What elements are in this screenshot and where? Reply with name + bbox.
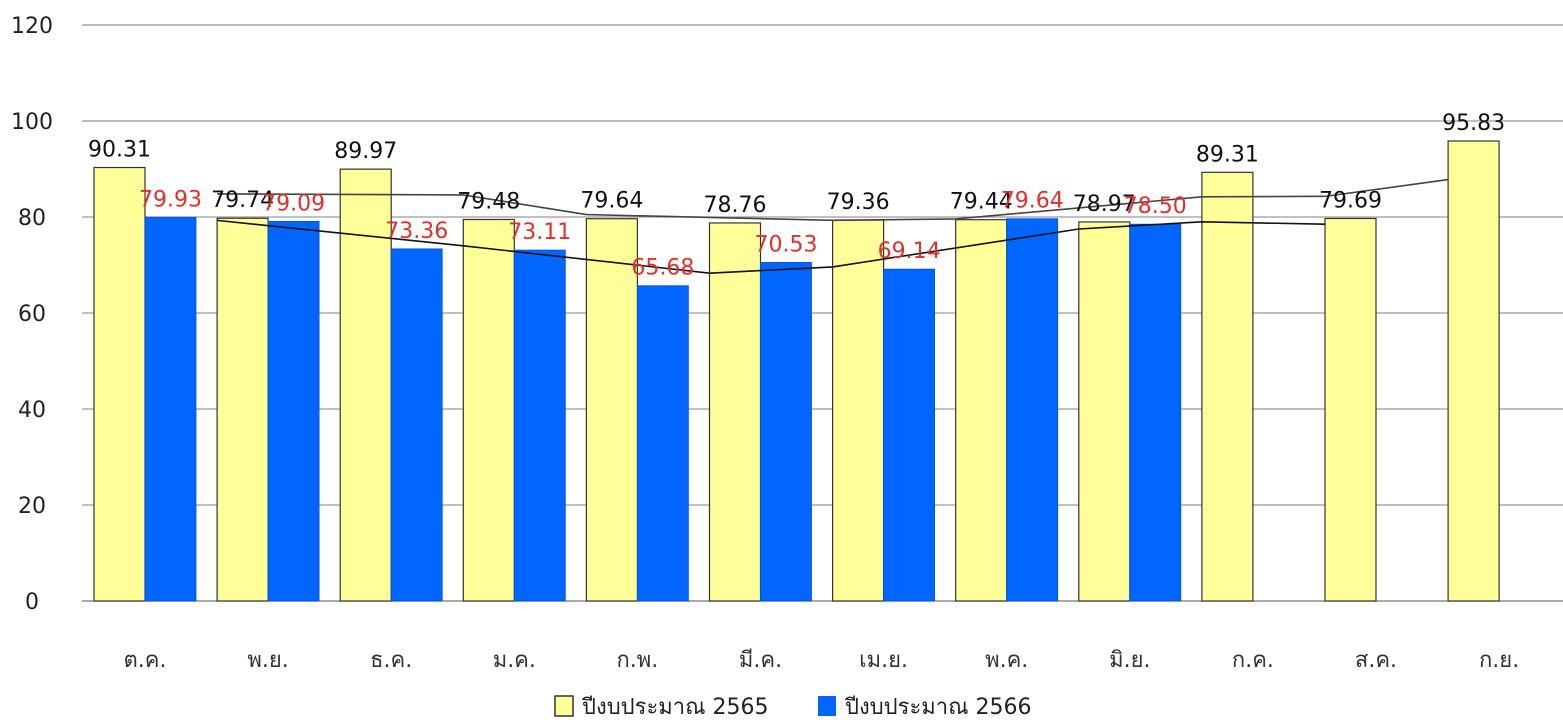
data-label-2565: 78.76: [704, 193, 767, 218]
bar-2565: [462, 218, 515, 602]
x-category-label: ส.ค.: [1355, 648, 1397, 673]
bar-2566: [267, 220, 320, 602]
bar-2565: [1078, 221, 1131, 602]
x-category-label: ก.ค.: [1232, 648, 1274, 673]
y-axis: 0 20 40 60 80 100 120: [11, 14, 53, 615]
bar-2565: [955, 219, 1008, 602]
legend-swatch-2565: [554, 695, 574, 717]
bar-2565: [339, 168, 392, 602]
bar-2565: [216, 217, 269, 602]
x-axis: ต.ค. พ.ย. ธ.ค. ม.ค. ก.พ. มี.ค. เม.ย. พ.ค. มิ.ย. ก…: [124, 648, 1520, 673]
legend-label-2565: ปีงบประมาณ 2565: [581, 695, 769, 720]
data-label-2565: 90.31: [88, 138, 151, 163]
data-label-2565: 79.64: [580, 189, 643, 214]
y-tick-label: 60: [18, 302, 46, 327]
data-label-2566: 79.09: [262, 191, 325, 216]
data-label-2566: 70.53: [755, 232, 818, 257]
data-label-2565: 89.97: [334, 139, 397, 164]
bar-2566: [390, 248, 443, 602]
y-tick-label: 40: [18, 398, 46, 423]
x-category-label: ต.ค.: [124, 648, 167, 673]
x-category-label: มิ.ย.: [1109, 648, 1150, 673]
gridlines: [82, 24, 1563, 602]
data-label-2565: 95.83: [1442, 111, 1505, 136]
legend-swatch-2566: [818, 696, 836, 716]
x-category-label: ม.ค.: [493, 648, 536, 673]
data-label-2565: 78.97: [1073, 192, 1136, 217]
x-category-label: พ.ค.: [985, 648, 1028, 673]
data-label-2565: 79.74: [211, 188, 274, 213]
bar-2566: [760, 262, 812, 602]
bar-2565: [1201, 171, 1254, 602]
bar-2566: [637, 285, 689, 602]
bar-2565: [831, 219, 885, 602]
bar-2566: [883, 268, 935, 602]
x-category-label: ธ.ค.: [370, 648, 412, 673]
y-tick-label: 0: [25, 590, 39, 615]
data-label-2565: 89.31: [1196, 142, 1259, 167]
bar-2566: [144, 216, 197, 602]
y-tick-label: 20: [18, 494, 46, 519]
bar-2565: [93, 166, 146, 602]
x-category-label: ก.พ.: [616, 648, 658, 673]
x-category-label: มี.ค.: [739, 648, 782, 673]
bar-2566: [1129, 223, 1182, 602]
bar-2566: [1006, 218, 1059, 602]
bar-2565: [1324, 217, 1377, 602]
x-category-label: เม.ย.: [859, 648, 908, 673]
data-label-2566: 79.64: [1001, 189, 1064, 214]
trendline-2565: [217, 178, 1449, 222]
legend: ปีงบประมาณ 2565 ปีงบประมาณ 2566: [554, 695, 1032, 720]
data-label-2565: 79.69: [1319, 188, 1382, 213]
y-tick-label: 120: [11, 14, 53, 39]
data-label-2565: 79.44: [950, 190, 1013, 215]
data-label-2566: 78.50: [1124, 194, 1187, 219]
y-tick-label: 80: [18, 206, 46, 231]
data-label-2566: 73.36: [385, 219, 448, 244]
data-label-2566: 79.93: [139, 187, 202, 212]
bar-2565: [1447, 140, 1500, 602]
y-tick-label: 100: [11, 110, 53, 135]
bar-2565: [585, 218, 639, 602]
data-label-2565: 79.48: [457, 189, 520, 214]
bar-2565: [708, 222, 762, 602]
x-category-label: พ.ย.: [247, 648, 288, 673]
data-label-2566: 73.11: [508, 220, 571, 245]
data-label-2565: 79.36: [827, 190, 890, 215]
trendlines: [217, 178, 1449, 274]
legend-label-2566: ปีงบประมาณ 2566: [844, 695, 1032, 720]
bar-2566: [513, 249, 566, 602]
trendline-2566: [217, 219, 1326, 274]
bars: [93, 140, 1500, 602]
data-label-2566: 65.68: [631, 256, 694, 281]
data-label-2566: 69.14: [878, 239, 941, 264]
x-category-label: ก.ย.: [1479, 648, 1519, 673]
